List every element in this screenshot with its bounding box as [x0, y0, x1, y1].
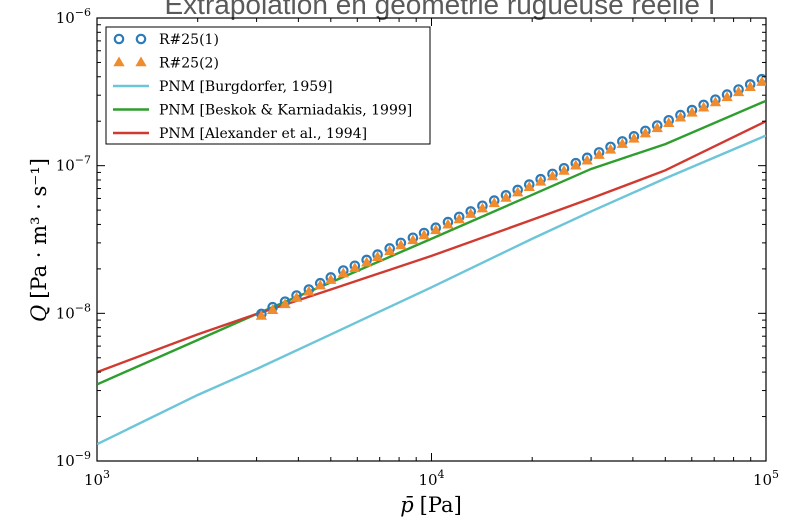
y-tick-label: 10−8 — [56, 301, 91, 322]
data-point-triangle — [639, 127, 652, 138]
data-point-triangle — [523, 181, 535, 191]
data-point-triangle — [721, 91, 733, 102]
y-axis-label-symbol: Q — [27, 305, 51, 322]
data-point-triangle — [255, 309, 267, 320]
data-point-triangle — [581, 154, 593, 165]
data-point-triangle — [686, 106, 698, 117]
data-point-triangle — [325, 274, 337, 284]
data-point-triangle — [698, 101, 710, 112]
data-point-triangle — [430, 224, 442, 235]
data-point-triangle — [476, 202, 489, 213]
data-point-triangle — [558, 165, 570, 175]
data-point-triangle — [371, 251, 384, 261]
legend-item: PNM [Beskok & Karniadakis, 1999] — [113, 103, 412, 119]
legend: R#25(1) R#25(2) PNM [Burgdorfer, 1959] PNM … — [105, 26, 431, 145]
legend-marker-circle — [113, 33, 125, 45]
data-point-triangle — [732, 86, 745, 97]
legend-item: R#25(1) — [113, 32, 219, 48]
legend-label: R#25(2) — [159, 56, 219, 72]
x-axis-label-symbol: p̄ — [400, 493, 413, 517]
x-tick-label: 105 — [753, 468, 779, 489]
x-axis-label-unit: [Pa] — [420, 493, 462, 517]
data-point-triangle — [349, 262, 361, 273]
data-point-triangle — [418, 229, 430, 240]
data-point-triangle — [512, 186, 524, 197]
page-title: Extrapolation en géométrie rugueuse réel… — [164, 0, 715, 20]
data-point-triangle — [535, 175, 547, 186]
data-point-triangle — [465, 208, 477, 218]
legend-box — [105, 26, 431, 145]
legend-marker-triangle — [135, 56, 147, 67]
axis-tick-labels: 103 104 105 10−9 10−8 10−7 10−6 — [56, 6, 779, 489]
series-line-1 — [97, 134, 766, 446]
x-axis-label: p̄ [Pa] — [400, 493, 462, 517]
legend-label: PNM [Beskok & Karniadakis, 1999] — [159, 103, 412, 119]
legend-marker-circle — [135, 33, 147, 45]
data-point-triangle — [290, 292, 303, 302]
axis-ticks — [96, 18, 766, 462]
y-axis-label-unit: [Pa · m³ · s⁻¹] — [27, 158, 51, 299]
legend-label: PNM [Alexander et al., 1994] — [159, 126, 367, 142]
series-line-2 — [97, 99, 766, 386]
data-point-triangle — [744, 81, 756, 91]
y-tick-label: 10−6 — [56, 6, 91, 27]
data-point-triangle — [442, 218, 454, 229]
x-tick-label: 103 — [84, 468, 110, 489]
data-point-triangle — [384, 245, 396, 256]
data-point-triangle — [337, 267, 349, 278]
legend-item: R#25(2) — [113, 56, 219, 72]
data-point-triangle — [361, 256, 373, 267]
plot-area — [97, 73, 766, 446]
data-point-triangle — [604, 143, 617, 154]
data-point-triangle — [453, 213, 465, 224]
data-point-triangle — [546, 170, 559, 181]
y-tick-label: 10−9 — [56, 449, 91, 470]
data-point-triangle — [266, 304, 279, 314]
data-point-triangle — [674, 111, 687, 122]
legend-label: PNM [Burgdorfer, 1959] — [159, 79, 333, 95]
x-tick-label: 104 — [418, 468, 444, 489]
legend-item: PNM [Burgdorfer, 1959] — [113, 79, 333, 95]
data-point-triangle — [756, 76, 766, 86]
data-point-triangle — [570, 159, 582, 170]
data-point-triangle — [303, 285, 315, 296]
legend-item: PNM [Alexander et al., 1994] — [113, 126, 367, 142]
data-point-triangle — [628, 132, 640, 143]
data-point-triangle — [663, 117, 675, 127]
data-point-triangle — [314, 279, 326, 290]
data-point-triangle — [395, 239, 407, 250]
data-point-triangle — [279, 298, 291, 309]
y-axis-label: Q [Pa · m³ · s⁻¹] — [27, 158, 51, 322]
series-line-3 — [97, 120, 766, 374]
data-point-triangle — [488, 197, 500, 208]
y-tick-label: 10−7 — [56, 154, 91, 175]
data-point-triangle — [500, 191, 512, 202]
data-point-triangle — [593, 149, 605, 159]
data-point-triangle — [616, 138, 628, 148]
data-point-triangle — [407, 234, 419, 245]
data-point-triangle — [709, 96, 722, 107]
legend-marker-triangle — [113, 56, 125, 67]
legend-label: R#25(1) — [159, 32, 219, 48]
data-point-triangle — [651, 122, 663, 133]
